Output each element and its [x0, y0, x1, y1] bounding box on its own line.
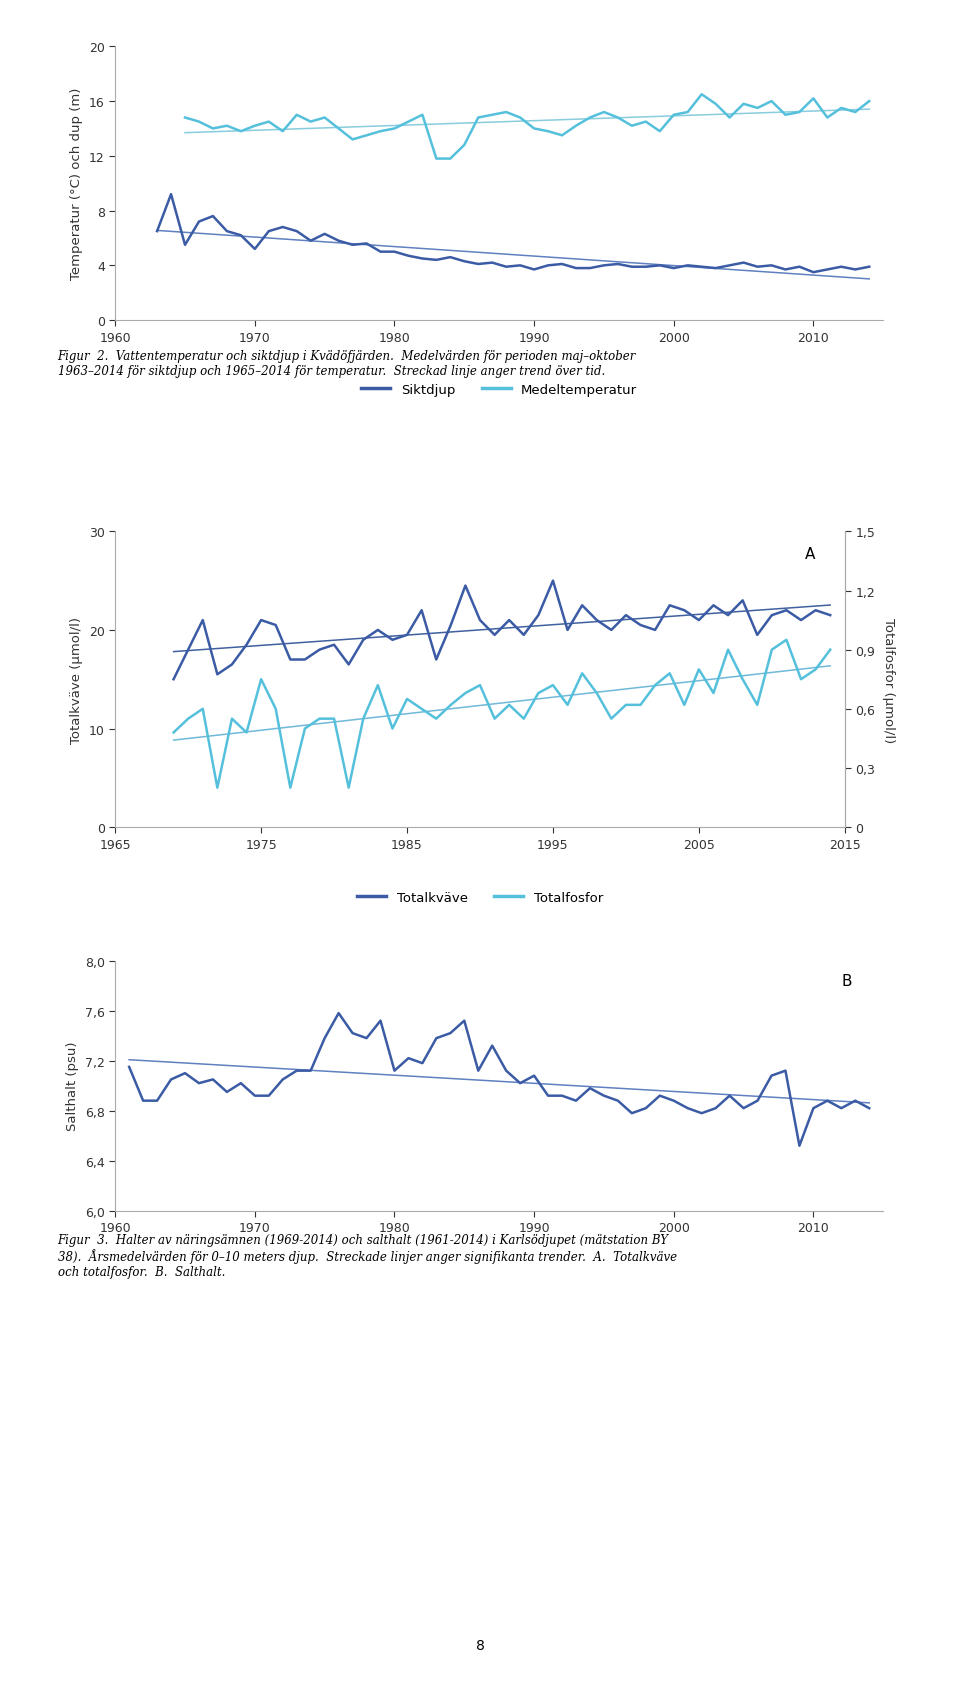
Legend: Totalkväve, Totalfosfor: Totalkväve, Totalfosfor: [351, 887, 609, 910]
Y-axis label: Totalfosfor (µmol/l): Totalfosfor (µmol/l): [881, 616, 895, 743]
Y-axis label: Temperatur (°C) och dup (m): Temperatur (°C) och dup (m): [70, 88, 84, 280]
Text: 8: 8: [475, 1638, 485, 1652]
Text: Figur  2.  Vattentemperatur och siktdjup i Kvädöfjärden.  Medelvärden för period: Figur 2. Vattentemperatur och siktdjup i…: [58, 350, 636, 378]
Text: A: A: [805, 547, 816, 562]
Y-axis label: Totalkväve (µmol/l): Totalkväve (µmol/l): [70, 616, 84, 743]
Legend: Siktdjup, Medeltemperatur: Siktdjup, Medeltemperatur: [356, 378, 642, 402]
Text: Figur  3.  Halter av näringsämnen (1969-2014) och salthalt (1961-2014) i Karlsöd: Figur 3. Halter av näringsämnen (1969-20…: [58, 1233, 677, 1279]
Y-axis label: Salthalt (psu): Salthalt (psu): [66, 1042, 80, 1130]
Text: B: B: [842, 973, 852, 988]
